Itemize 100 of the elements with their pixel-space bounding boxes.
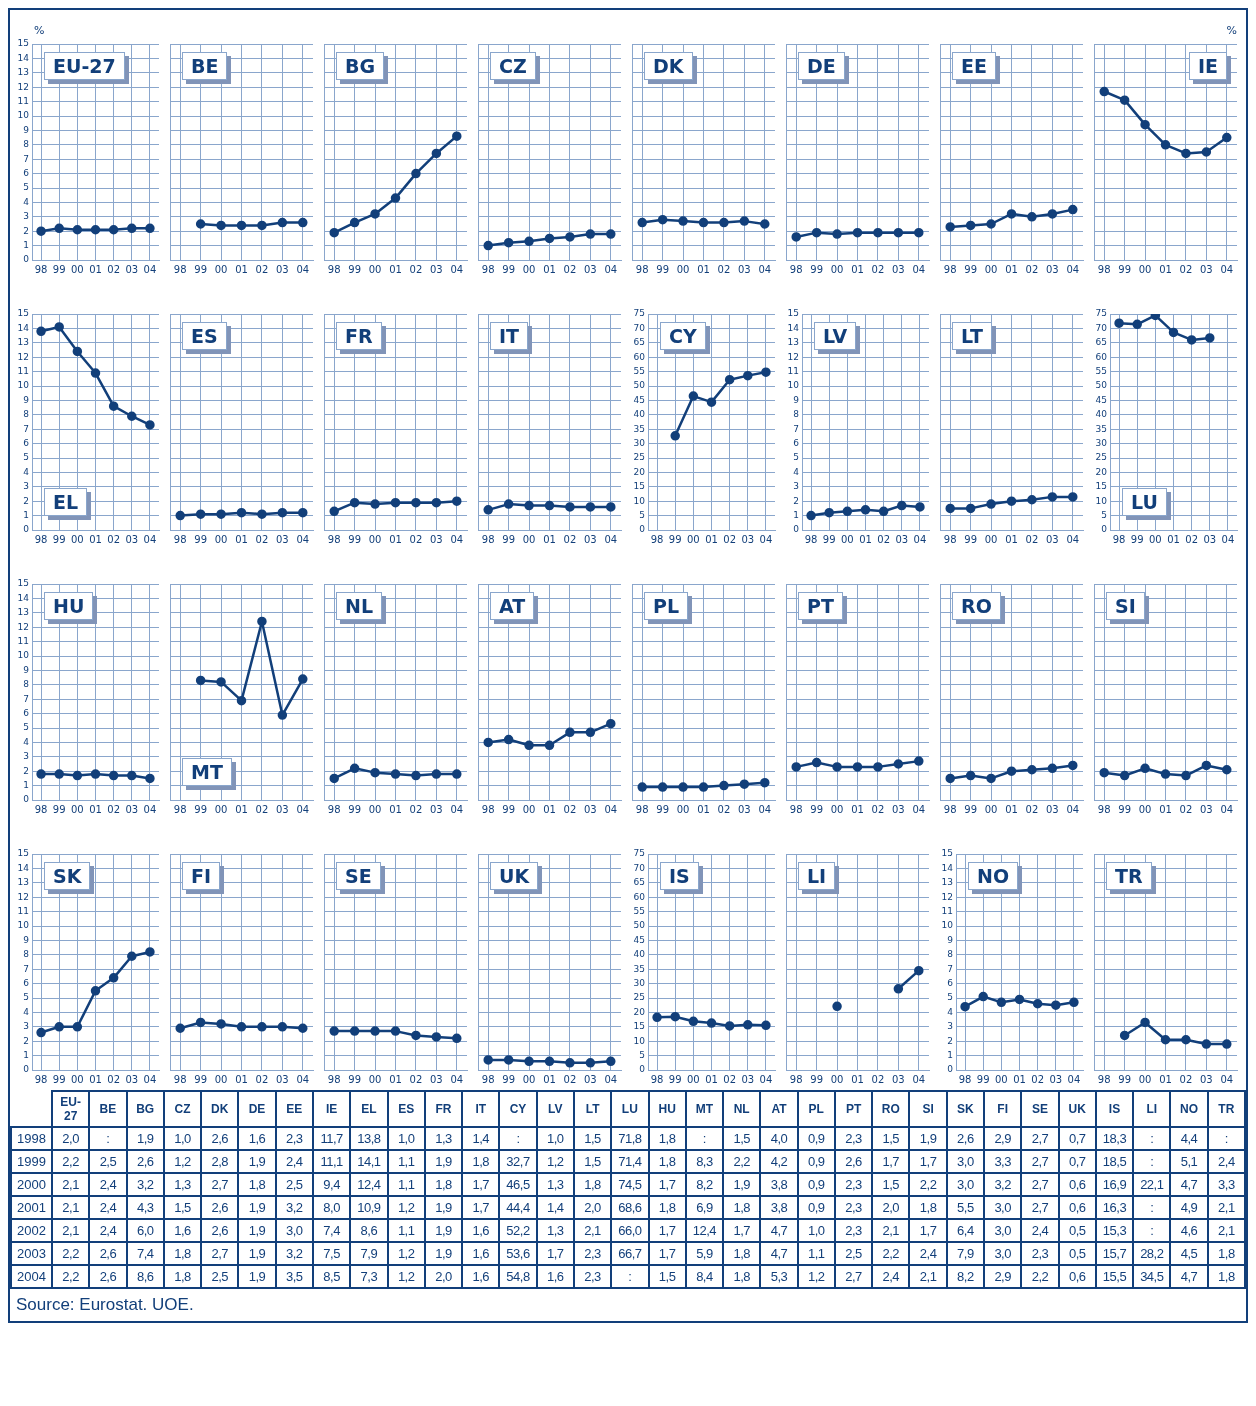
x-tick-label: 01 [851,803,864,815]
y-tick-label: 7 [793,423,799,434]
text: 2,2 [62,1246,79,1261]
y-tick-label: 45 [633,394,645,405]
text: 15,7 [1102,1246,1127,1261]
text: 1,7 [658,1246,676,1261]
x-tick-label: 03 [275,803,289,815]
x-tick-label: 03 [429,533,443,545]
point [1014,994,1025,1005]
x-tick-label: 04 [1220,803,1234,815]
source-note: Source: Eurostat. UOE. [15,1294,195,1316]
y-tick-label: 0 [23,524,30,535]
point [524,500,534,511]
point [842,506,853,517]
text: 2,7 [1031,1177,1049,1192]
y-tick-label: 45 [633,934,645,945]
text: NL [336,592,383,620]
text: 1,3 [174,1177,191,1192]
x-tick-label: 99 [52,263,66,275]
point [90,368,101,378]
text: 18,3 [1102,1131,1127,1146]
text: 2,3 [845,1131,862,1146]
text: 53,6 [506,1246,530,1261]
point [915,502,925,512]
y-tick-label: 0 [23,254,30,265]
y-tick-label: 8 [793,409,800,420]
point [349,217,360,228]
y-tick-label: 15 [1095,481,1107,492]
point [811,757,822,768]
x-tick-label: 04 [143,803,157,815]
x-tick-label: 02 [563,263,577,275]
text: 15,5 [1102,1269,1127,1284]
y-tick-label: 60 [1095,351,1108,362]
text: 0,7 [1068,1154,1086,1169]
x-tick-label: 01 [89,263,102,275]
y-tick-label: 9 [23,124,30,135]
text: PL [644,592,689,620]
x-tick-label: 99 [810,803,824,815]
point [606,718,616,729]
text: 2,2 [1031,1269,1049,1284]
point [743,370,753,381]
point [565,232,575,242]
x-tick-label: 01 [543,1073,556,1085]
y-tick-label: 9 [947,934,954,945]
chart-title: PT [845,1102,862,1116]
text: 6,0 [136,1223,154,1238]
text: 2,3 [845,1223,862,1238]
point [873,762,883,772]
x-tick-label: 03 [429,263,443,275]
chart-title: BG [136,1102,155,1116]
text: AT [490,592,535,620]
text: 1,6 [174,1223,191,1238]
x-tick-label: 02 [255,533,269,545]
point [1032,999,1043,1009]
text: 2,7 [211,1177,229,1192]
point [670,431,680,441]
chart-title: AT [771,1102,787,1116]
text: : [702,1131,706,1146]
x-tick-label: 01 [235,533,248,545]
chart-title: LU [621,1102,638,1116]
y-tick-label: 15 [941,848,953,859]
y-tick-label: 2 [23,1035,29,1046]
x-tick-label: 00 [70,263,84,275]
x-tick-label: 00 [214,1073,228,1085]
point [688,1016,699,1027]
text: 2,4 [1031,1223,1049,1238]
x-tick-label: 03 [737,803,751,815]
point [54,322,64,332]
x-tick-label: 99 [52,1073,66,1085]
y-tick-label: 35 [633,963,645,974]
x-tick-label: 03 [1049,1073,1063,1085]
chart-title: ES [398,1102,415,1116]
x-tick-label: 03 [1045,263,1059,275]
text: 1,2 [397,1269,415,1284]
point [1027,765,1037,775]
text: 1,5 [882,1131,900,1146]
point [483,240,493,251]
text: 8,2 [696,1177,713,1192]
text: 3,8 [770,1200,788,1215]
text: 0,9 [807,1154,825,1169]
y-tick-label: 45 [1095,394,1107,405]
text: 2,6 [957,1131,974,1146]
y-tick-label: 8 [947,949,954,960]
x-tick-label: 00 [830,263,844,275]
text: : [1224,1131,1228,1146]
x-tick-label: 01 [1167,533,1180,545]
x-tick-label: 02 [1179,1073,1193,1085]
text: 2,6 [99,1269,117,1284]
x-tick-label: 04 [1220,1073,1234,1085]
x-tick-label: 02 [107,803,121,815]
point [1160,769,1171,779]
text: 4,3 [136,1200,154,1215]
x-tick-label: 03 [429,803,443,815]
point [986,219,996,229]
text: 8,0 [323,1200,340,1215]
text: 1,9 [248,1246,266,1261]
chart-title: MT [695,1102,714,1116]
text: 2,4 [1218,1154,1235,1169]
y-tick-label: 20 [633,466,646,477]
x-tick-label: 00 [522,803,536,815]
